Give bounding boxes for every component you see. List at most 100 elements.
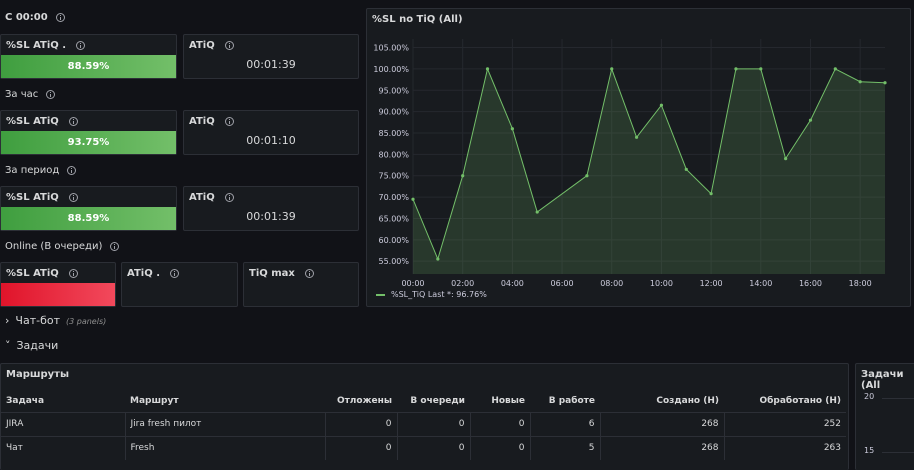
column-header[interactable]: Маршрут bbox=[130, 395, 179, 406]
stat-panel-online-sl[interactable]: %SL ATiQ bbox=[0, 262, 116, 307]
y-tick-label: 80.00% bbox=[378, 150, 409, 159]
table-cell: 0 bbox=[396, 411, 470, 436]
info-icon[interactable] bbox=[304, 269, 314, 278]
stat-bar-red bbox=[1, 283, 115, 306]
stat-panel-online-atiq[interactable]: ATiQ . bbox=[121, 262, 238, 307]
chart-panel-sl-tiq[interactable]: %SL no TiQ (All) 55.00% 60.00% 65.00% 70.00… bbox=[366, 8, 911, 307]
series-area bbox=[413, 68, 885, 275]
info-icon[interactable] bbox=[224, 41, 234, 50]
column-header[interactable]: Задача bbox=[6, 395, 45, 406]
stat-panel-hour-atiq[interactable]: ATiQ 00:01:10 bbox=[183, 110, 359, 155]
stat-panel-online-tiqmax[interactable]: TiQ max bbox=[243, 262, 359, 307]
column-header[interactable]: Создано (Н) bbox=[656, 395, 719, 406]
x-tick-label: 06:00 bbox=[551, 279, 574, 288]
x-tick-label: 12:00 bbox=[700, 279, 723, 288]
table-cell: 252 bbox=[723, 411, 846, 436]
y-tick-label: 85.00% bbox=[378, 129, 409, 138]
stat-panel-s00-sl[interactable]: %SL ATiQ . 88.59% bbox=[0, 34, 177, 79]
column-header[interactable]: Обработано (Н) bbox=[759, 395, 841, 406]
routes-panel-title: Маршруты bbox=[6, 369, 69, 380]
data-point bbox=[883, 81, 887, 85]
data-point bbox=[808, 118, 813, 122]
y-tick-label: 55.00% bbox=[378, 257, 409, 266]
column-header[interactable]: В очереди bbox=[410, 395, 465, 406]
data-point bbox=[585, 174, 589, 178]
stat-panel-period-sl[interactable]: %SL ATiQ 88.59% bbox=[0, 186, 177, 231]
stat-value: 88.59% bbox=[1, 55, 176, 78]
x-tick-label: 04:00 bbox=[501, 279, 524, 288]
section-title-hour: За час bbox=[5, 89, 56, 100]
stat-value: 93.75% bbox=[1, 131, 176, 154]
data-point bbox=[411, 197, 415, 201]
y-tick-label: 100.00% bbox=[373, 65, 409, 74]
x-tick-label: 18:00 bbox=[849, 279, 872, 288]
info-icon[interactable] bbox=[55, 13, 65, 22]
table-cell: 5 bbox=[529, 435, 600, 460]
info-icon[interactable] bbox=[67, 166, 77, 175]
stat-value: 00:01:10 bbox=[246, 134, 296, 147]
stat-value: 00:01:39 bbox=[246, 210, 296, 223]
data-point bbox=[510, 127, 514, 131]
y-tick-label: 75.00% bbox=[378, 172, 409, 181]
stat-panel-period-atiq[interactable]: ATiQ 00:01:39 bbox=[183, 186, 359, 231]
data-point bbox=[461, 174, 465, 178]
y-tick-label: 90.00% bbox=[378, 108, 409, 117]
routes-panel[interactable]: Маршруты Задача Маршрут Отложены В очереди Н… bbox=[0, 363, 849, 470]
tasks-all-title: Задачи (All bbox=[861, 369, 904, 391]
column-header[interactable]: Новые bbox=[491, 395, 525, 406]
y-tick-label: 105.00% bbox=[373, 44, 409, 53]
y-tick-label: 60.00% bbox=[378, 236, 409, 245]
table-cell: 268 bbox=[599, 435, 724, 460]
stat-panel-s00-atiq[interactable]: ATiQ 00:01:39 bbox=[183, 34, 359, 79]
section-title-period: За период bbox=[5, 165, 77, 176]
y-tick-label: 95.00% bbox=[378, 86, 409, 95]
tasks-all-panel[interactable]: Задачи (All 20 15 bbox=[855, 363, 914, 470]
data-point bbox=[634, 135, 639, 139]
y-tick-label: 70.00% bbox=[378, 193, 409, 202]
info-icon[interactable] bbox=[46, 90, 56, 99]
column-header[interactable]: В работе bbox=[548, 395, 595, 406]
table-row[interactable]: JIRA Jira fresh пилот 0 0 0 6 268 252 bbox=[1, 411, 846, 436]
routes-table: Задача Маршрут Отложены В очереди Новые В раб… bbox=[1, 390, 846, 460]
data-point bbox=[535, 210, 539, 214]
table-row[interactable]: Чат Fresh 0 0 0 5 268 263 bbox=[1, 435, 846, 460]
data-point bbox=[709, 192, 713, 196]
stat-value: 88.59% bbox=[1, 207, 176, 230]
info-icon[interactable] bbox=[68, 117, 78, 126]
data-point bbox=[485, 67, 490, 71]
y-tick-label: 20 bbox=[864, 392, 875, 401]
table-cell: Jira fresh пилот bbox=[124, 411, 325, 436]
legend-swatch bbox=[376, 293, 385, 296]
data-point bbox=[436, 257, 440, 261]
info-icon[interactable] bbox=[224, 117, 234, 126]
chart-legend[interactable]: %SL_TiQ Last *: 96.76% bbox=[376, 290, 487, 299]
x-tick-label: 08:00 bbox=[600, 279, 623, 288]
table-cell: Чат bbox=[1, 435, 125, 460]
stat-value: 00:01:39 bbox=[246, 58, 296, 71]
section-title-online: Online (В очереди) bbox=[5, 241, 120, 252]
row-chatbot[interactable]: › Чат-бот (3 panels) bbox=[5, 314, 107, 327]
table-cell: JIRA bbox=[1, 411, 125, 436]
data-point bbox=[684, 167, 688, 171]
info-icon[interactable] bbox=[68, 193, 78, 202]
sl-tiq-chart: 55.00% 60.00% 65.00% 70.00% 75.00% 80.00% 85.0… bbox=[373, 39, 887, 288]
table-cell: 0 bbox=[469, 411, 530, 436]
table-cell: 0 bbox=[396, 435, 470, 460]
column-header[interactable]: Отложены bbox=[336, 395, 392, 406]
data-point bbox=[784, 157, 788, 161]
section-title-s00: С 00:00 bbox=[5, 12, 65, 23]
info-icon[interactable] bbox=[76, 41, 86, 50]
table-cell: 0 bbox=[324, 435, 397, 460]
y-tick-label: 65.00% bbox=[378, 214, 409, 223]
row-tasks[interactable]: ˅ Задачи bbox=[5, 339, 59, 352]
table-cell: 0 bbox=[469, 435, 530, 460]
stat-panel-hour-sl[interactable]: %SL ATiQ 93.75% bbox=[0, 110, 177, 155]
info-icon[interactable] bbox=[110, 242, 120, 251]
data-point bbox=[833, 67, 837, 71]
info-icon[interactable] bbox=[170, 269, 179, 278]
x-tick-label: 14:00 bbox=[749, 279, 772, 288]
info-icon[interactable] bbox=[224, 193, 234, 202]
table-cell: 6 bbox=[529, 411, 600, 436]
info-icon[interactable] bbox=[68, 269, 78, 278]
data-point bbox=[610, 67, 614, 71]
